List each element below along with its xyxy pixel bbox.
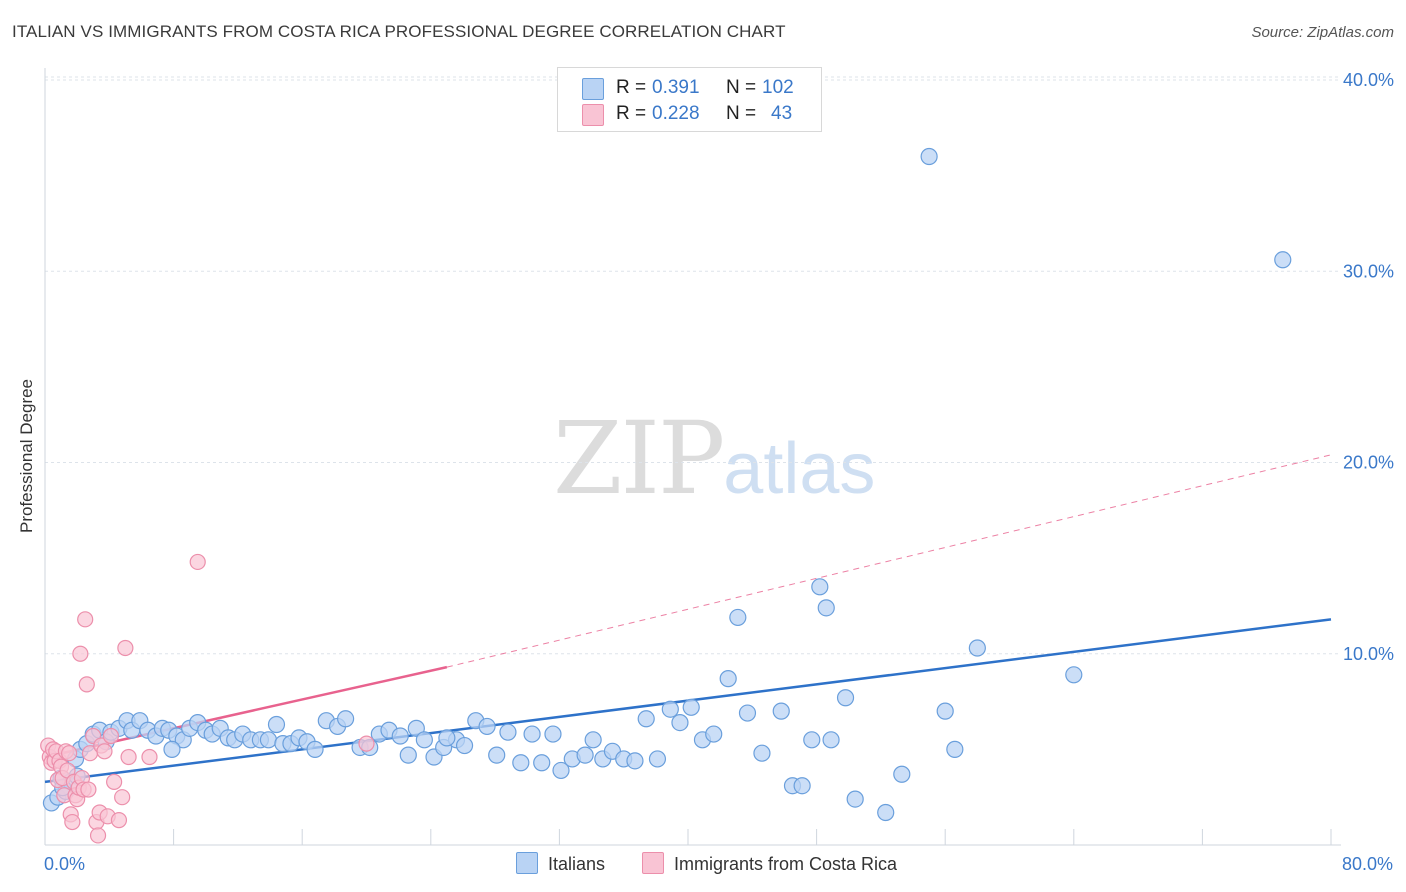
costa-rica-point — [80, 781, 97, 798]
italians-point — [836, 689, 855, 707]
costa-rica-point — [78, 676, 95, 693]
costa-rica-point — [72, 645, 89, 662]
italians-point — [163, 740, 181, 758]
italians-point — [793, 777, 811, 795]
legend-label-costa-rica: Immigrants from Costa Rica — [674, 854, 898, 874]
costa-rica-point — [102, 727, 120, 745]
italians-point — [488, 746, 506, 764]
x-tick-label-max: 80.0% — [1342, 854, 1393, 874]
stats-legend: R = 0.391 N = 102 R = 0.228 N = 43 — [557, 67, 822, 132]
legend-r-value: 0.228 — [652, 103, 700, 124]
y-tick-label: 20.0% — [1343, 453, 1394, 473]
italians-point — [817, 599, 835, 617]
italians-point — [512, 754, 530, 772]
axes — [44, 68, 1341, 846]
costa-rica-point — [61, 745, 78, 762]
italians-point — [478, 717, 496, 736]
legend-swatch-pink — [642, 852, 664, 874]
italians-point — [846, 790, 864, 808]
italians-point — [576, 746, 594, 764]
data-points — [40, 147, 1292, 844]
costa-rica-point — [120, 748, 137, 766]
legend-label-italians: Italians — [548, 854, 606, 874]
costa-rica-point — [117, 639, 134, 657]
y-tick-label: 10.0% — [1343, 644, 1394, 664]
italians-point — [499, 723, 517, 741]
italians-point — [1274, 251, 1292, 269]
italians-point — [1065, 666, 1083, 684]
italians-point — [753, 744, 771, 762]
legend-r-value: 0.391 — [652, 77, 700, 98]
costa-rica-point — [110, 812, 128, 829]
tick-labels: 10.0% 20.0% 30.0% 40.0% 0.0% 80.0% — [44, 70, 1394, 874]
italians-point — [399, 746, 417, 764]
italians-point — [306, 740, 324, 758]
italians-point — [877, 803, 895, 822]
grid-lines — [45, 76, 1341, 655]
italians-point — [523, 725, 541, 743]
italians-point — [682, 698, 700, 716]
italians-point — [455, 736, 474, 755]
costa-rica-point — [89, 827, 107, 844]
legend-item-costa-rica: Immigrants from Costa Rica — [642, 852, 897, 876]
italians-point — [705, 725, 723, 743]
y-tick-label: 40.0% — [1343, 70, 1394, 90]
chart-title: ITALIAN VS IMMIGRANTS FROM COSTA RICA PR… — [12, 22, 786, 41]
legend-n-value: 43 — [771, 103, 793, 124]
legend-n-label: N = — [726, 103, 757, 124]
italians-point — [893, 765, 911, 783]
italians-point — [772, 702, 790, 720]
italians-point — [729, 608, 747, 627]
italians-point — [661, 700, 679, 718]
italians-point — [626, 752, 644, 770]
italians-point — [811, 578, 829, 596]
italians-point — [936, 702, 954, 720]
costa-rica-point — [114, 789, 131, 806]
legend-item-italians: Italians — [516, 852, 605, 876]
italians-point — [438, 729, 456, 747]
costa-rica-point — [77, 611, 94, 628]
legend-r-label: R = — [616, 77, 647, 98]
italians-point — [337, 710, 355, 728]
watermark: ZIPatlas — [553, 400, 875, 517]
source-label: Source: ZipAtlas.com — [1251, 24, 1394, 41]
legend-n-value: 102 — [762, 77, 794, 98]
y-tick-label: 30.0% — [1343, 261, 1394, 281]
italians-point — [822, 731, 840, 749]
costa-rica-trend-extension — [446, 454, 1332, 668]
legend-swatch-blue — [516, 852, 538, 874]
italians-point — [803, 731, 821, 749]
italians-point — [584, 731, 602, 749]
italians-point — [267, 715, 286, 734]
italians-point — [391, 727, 409, 745]
costa-rica-point — [189, 553, 206, 571]
italians-point — [946, 740, 964, 758]
costa-rica-point — [358, 735, 375, 752]
italians-point — [544, 725, 562, 743]
italians-point — [415, 731, 433, 749]
costa-rica-point — [64, 813, 81, 831]
legend-n-label: N = — [726, 77, 757, 98]
costa-rica-point — [96, 743, 113, 760]
watermark-zip: ZIP — [553, 400, 725, 517]
legend-r-label: R = — [616, 103, 647, 124]
italians-point — [719, 670, 737, 688]
x-tick-label-min: 0.0% — [44, 854, 85, 874]
italians-point — [552, 761, 570, 780]
legend-swatch-pink — [582, 104, 604, 126]
legend-swatch-blue — [582, 78, 604, 100]
italians-point — [637, 710, 655, 728]
italians-point — [920, 147, 938, 166]
italians-point — [533, 754, 551, 772]
italians-point — [648, 750, 667, 768]
italians-point — [671, 713, 689, 732]
costa-rica-point — [141, 748, 158, 766]
italians-point — [738, 704, 757, 722]
italians-point — [968, 639, 986, 657]
costa-rica-point — [106, 773, 123, 790]
watermark-atlas: atlas — [723, 429, 876, 509]
italians-point — [259, 731, 278, 749]
